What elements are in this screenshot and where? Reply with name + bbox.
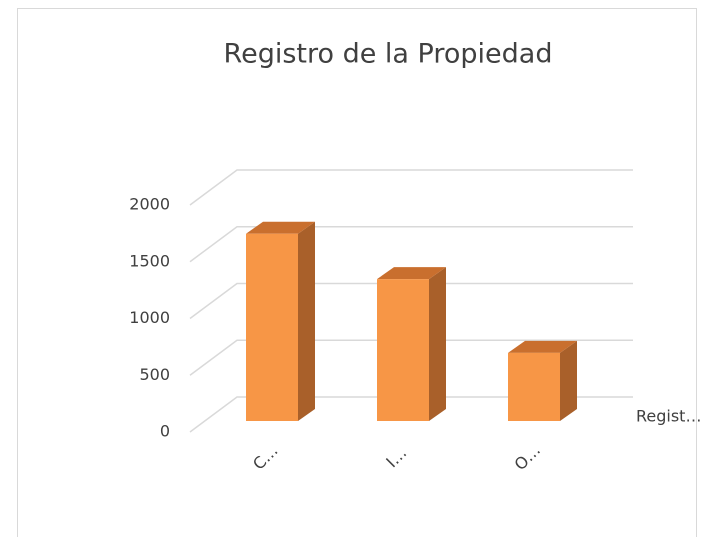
bar	[246, 221, 315, 421]
bar-side	[429, 267, 446, 421]
grid-line	[189, 339, 633, 376]
grid-line	[189, 282, 633, 320]
chart-area	[17, 8, 697, 541]
y-tick-label: 500	[139, 365, 170, 384]
grid-line	[189, 226, 633, 263]
grid-line	[189, 169, 633, 206]
y-tick-label: 2000	[129, 195, 170, 214]
bar-front	[246, 233, 298, 421]
grid-line	[189, 396, 633, 433]
bar-top	[246, 221, 315, 234]
bar-front	[377, 279, 429, 421]
bar-top	[508, 340, 577, 353]
bar-front	[508, 352, 560, 421]
y-tick-label: 1500	[129, 251, 170, 270]
y-tick-label: 1000	[129, 308, 170, 327]
bar	[377, 267, 446, 421]
series-label: Regist…	[636, 407, 701, 426]
y-tick-label: 0	[160, 422, 170, 441]
bar	[508, 340, 577, 421]
bar-side	[298, 221, 315, 421]
chart-title: Registro de la Propiedad	[224, 39, 553, 70]
bar-side	[560, 340, 577, 421]
bar-top	[377, 267, 446, 280]
